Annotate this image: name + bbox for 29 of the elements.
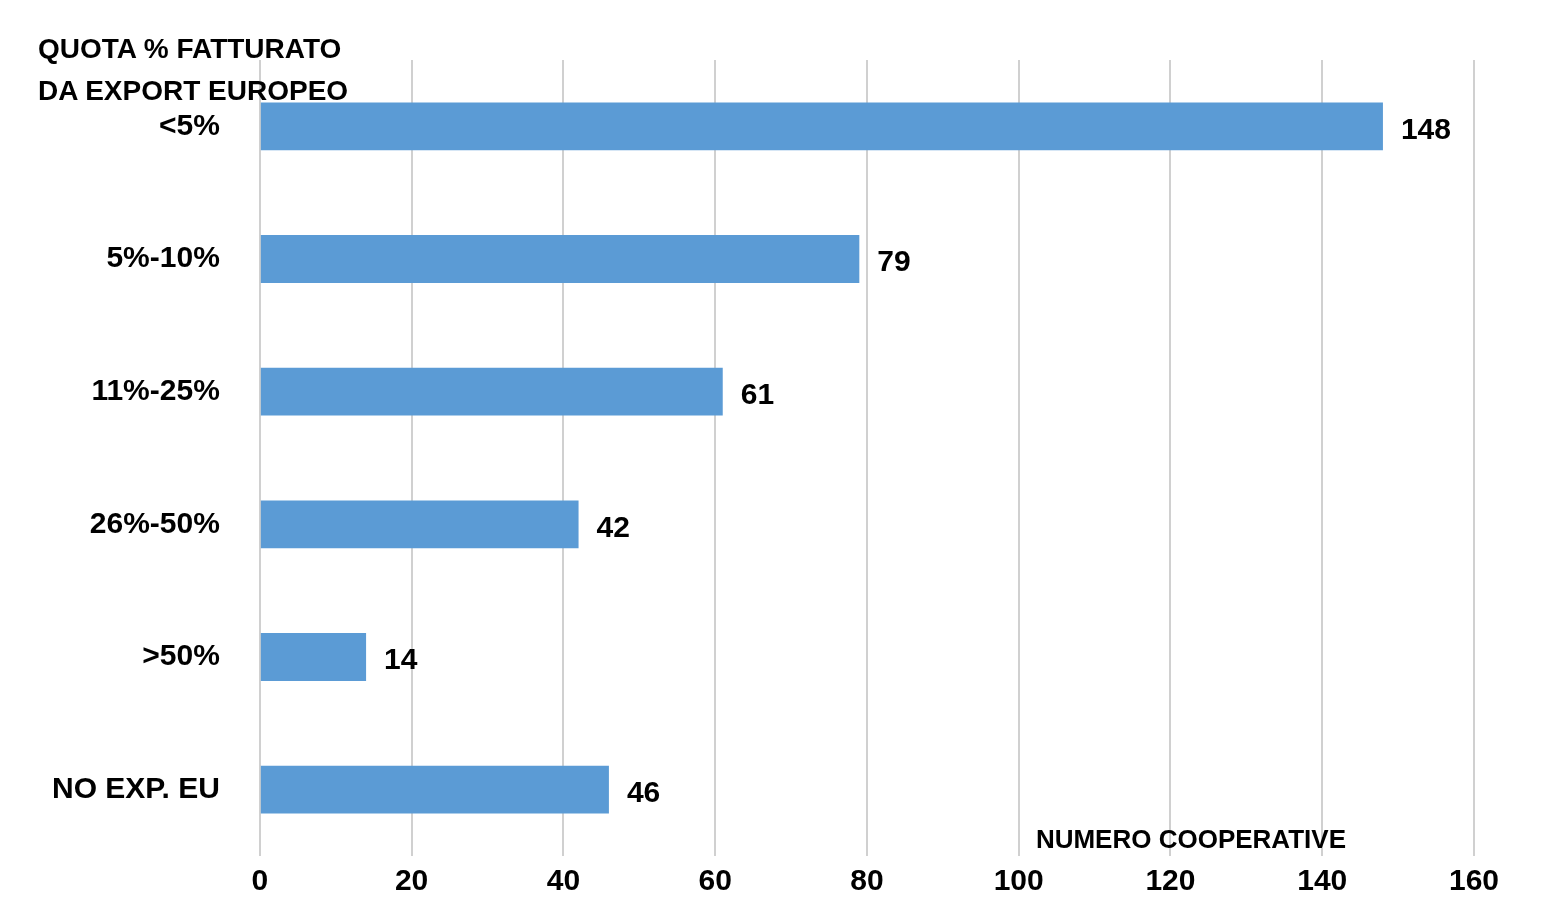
y-tick-label: 5%-10% — [106, 240, 220, 274]
data-label: 42 — [596, 509, 630, 543]
y-tick-label: 11%-25% — [91, 372, 220, 406]
bar — [260, 102, 1383, 151]
x-tick-label: 160 — [1448, 863, 1500, 897]
bar — [260, 765, 609, 814]
y-tick-label: NO EXP. EU — [52, 770, 220, 804]
data-label: 79 — [877, 244, 911, 278]
data-label: 148 — [1400, 111, 1451, 145]
data-label: 46 — [626, 774, 661, 808]
x-tick-label: 40 — [546, 863, 581, 897]
data-label: 61 — [740, 376, 775, 410]
x-tick-label: 0 — [251, 863, 269, 897]
y-tick-label: >50% — [142, 638, 220, 672]
x-tick-label: 80 — [850, 863, 884, 897]
x-axis-title: NUMERO COOPERATIVE — [1035, 824, 1346, 855]
bar — [260, 633, 367, 681]
data-label: 14 — [384, 642, 418, 676]
x-tick-label: 120 — [1145, 863, 1196, 897]
y-tick-label: <5% — [158, 107, 220, 141]
x-tick-label: 140 — [1297, 863, 1348, 897]
x-tick-label: 60 — [698, 863, 732, 897]
x-tick-label: 20 — [394, 863, 429, 897]
bar — [260, 235, 860, 283]
y-axis-title: QUOTA % FATTURATO DA EXPORT EUROPEO — [38, 33, 349, 106]
bar — [260, 500, 579, 549]
y-tick-label: 26%-50% — [89, 505, 220, 539]
bar — [260, 367, 723, 416]
x-tick-label: 100 — [993, 863, 1044, 897]
